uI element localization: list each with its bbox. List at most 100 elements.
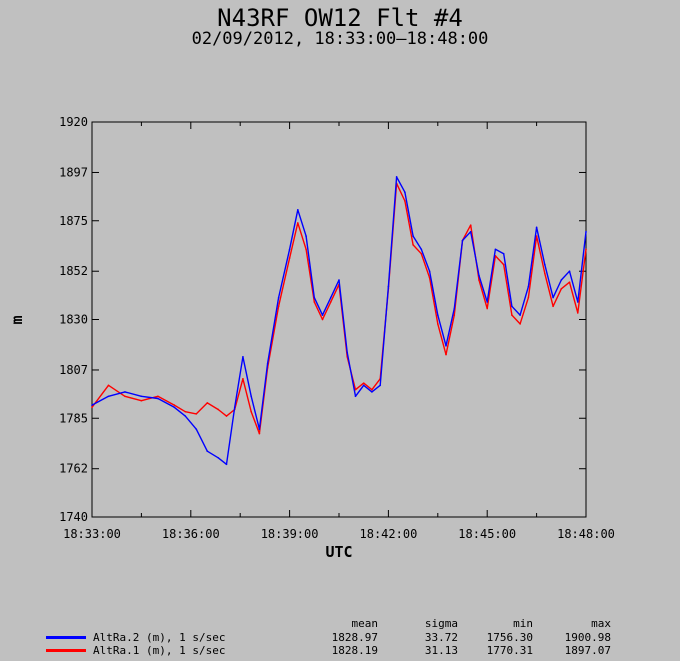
legend-header-row: mean sigma min max [0,617,680,631]
x-axis-title: UTC [325,543,352,561]
data-point-altra-1 [437,323,439,325]
data-point-altra-2 [544,263,546,266]
data-point-altra-2 [140,395,143,398]
x-tick-label: 18:33:00 [63,527,121,541]
data-point-altra-2 [346,351,349,354]
data-point-altra-2 [519,314,521,316]
legend-header-mean: mean [351,617,379,630]
legend-header-max: max [591,617,611,630]
data-point-altra-2 [266,362,269,365]
data-point-altra-2 [552,296,554,299]
legend-max-altra2: 1900.98 [564,631,611,644]
legend-row-altra2: AltRa.2 (m), 1 s/sec 1828.97 33.72 1756.… [0,631,680,645]
x-tick-labels: 18:33:00 18:36:00 18:39:00 18:42:00 18:45:00… [63,527,615,541]
data-point-altra-2 [329,296,332,299]
data-point-altra-2 [437,314,439,316]
data-point-altra-1 [140,399,143,402]
y-tick-label: 1740 [59,510,88,524]
y-tick-label: 1785 [59,411,88,425]
legend-header-sigma: sigma [424,617,458,630]
data-point-altra-2 [288,248,291,251]
data-point-altra-1 [258,432,261,435]
y-tick-label: 1762 [59,462,88,476]
data-point-altra-1 [313,301,316,303]
data-point-altra-1 [544,272,546,275]
data-point-altra-2 [362,384,365,387]
data-point-altra-2 [173,406,176,409]
data-point-altra-2 [371,391,373,393]
data-point-altra-1 [420,252,423,255]
data-point-altra-1 [157,395,159,398]
legend-label-altra1: AltRa.1 (m), 1 s/sec [93,644,226,657]
legend-min-altra2: 1756.30 [486,631,533,644]
legend-min-altra1: 1770.31 [486,644,533,657]
data-point-altra-2 [277,296,280,299]
data-point-altra-1 [195,413,198,415]
data-point-altra-1 [428,277,431,279]
legend-sigma-altra1: 31.13 [424,644,458,657]
x-tick-label: 18:48:00 [557,527,615,541]
data-point-altra-1 [552,305,554,308]
data-point-altra-2 [535,226,538,229]
y-tick-label: 1920 [59,115,88,129]
axis-ticks [91,121,587,518]
data-point-altra-2 [217,456,220,459]
data-point-altra-2 [184,415,187,417]
data-point-altra-2 [576,301,579,303]
data-point-altra-1 [511,314,513,316]
data-point-altra-2 [585,230,587,233]
series-layer [91,176,587,466]
data-point-altra-2 [313,296,316,299]
x-tick-label: 18:42:00 [360,527,418,541]
x-tick-label: 18:39:00 [261,527,319,541]
legend-mean-altra1: 1828.19 [331,644,378,657]
data-point-altra-1 [242,377,244,380]
data-point-altra-2 [297,208,299,211]
data-point-altra-1 [354,388,357,391]
y-tick-label: 1897 [59,165,88,179]
data-point-altra-1 [527,296,530,299]
data-point-altra-1 [568,281,571,283]
data-point-altra-2 [258,428,261,431]
data-point-altra-2 [379,384,381,387]
plot-area [91,121,587,518]
y-axis-title: m [8,315,26,324]
data-point-altra-2 [486,301,489,303]
data-point-altra-2 [387,285,390,288]
x-tick-label: 18:36:00 [162,527,220,541]
data-point-altra-1 [206,402,209,404]
y-tick-label: 1830 [59,313,88,327]
data-point-altra-2 [478,274,480,277]
data-point-altra-1 [412,244,414,246]
legend-row-altra1: AltRa.1 (m), 1 s/sec 1828.19 31.13 1770.… [0,644,680,658]
data-point-altra-2 [494,248,497,251]
data-point-altra-1 [277,305,280,308]
data-point-altra-2 [404,191,406,194]
y-tick-labels: 1740 1762 1785 1807 1830 1852 1875 1897 1920 [59,115,88,524]
data-point-altra-1 [486,307,489,310]
data-point-altra-1 [225,415,228,417]
y-tick-label: 1807 [59,363,88,377]
data-point-altra-2 [568,270,571,273]
data-point-altra-1 [519,323,521,325]
data-point-altra-2 [502,252,505,255]
legend-label-altra2: AltRa.2 (m), 1 s/sec [93,631,226,644]
data-point-altra-2 [233,406,236,409]
legend-sigma-altra2: 33.72 [424,631,458,644]
data-point-altra-1 [91,406,93,409]
legend-header-min: min [513,617,533,630]
data-point-altra-2 [511,305,513,308]
data-point-altra-2 [453,307,456,310]
legend-mean-altra2: 1828.97 [331,631,378,644]
data-point-altra-2 [321,314,324,316]
data-point-altra-1 [321,318,324,321]
series-altra-2 [91,176,587,466]
data-point-altra-1 [184,410,187,413]
data-point-altra-1 [445,353,447,356]
chart-title: N43RF OW12 Flt #4 [217,4,463,32]
data-point-altra-2 [206,450,209,452]
data-point-altra-2 [250,395,252,398]
legend-swatch-altra2 [46,636,86,639]
data-point-altra-1 [371,388,373,391]
data-point-altra-2 [461,239,464,242]
